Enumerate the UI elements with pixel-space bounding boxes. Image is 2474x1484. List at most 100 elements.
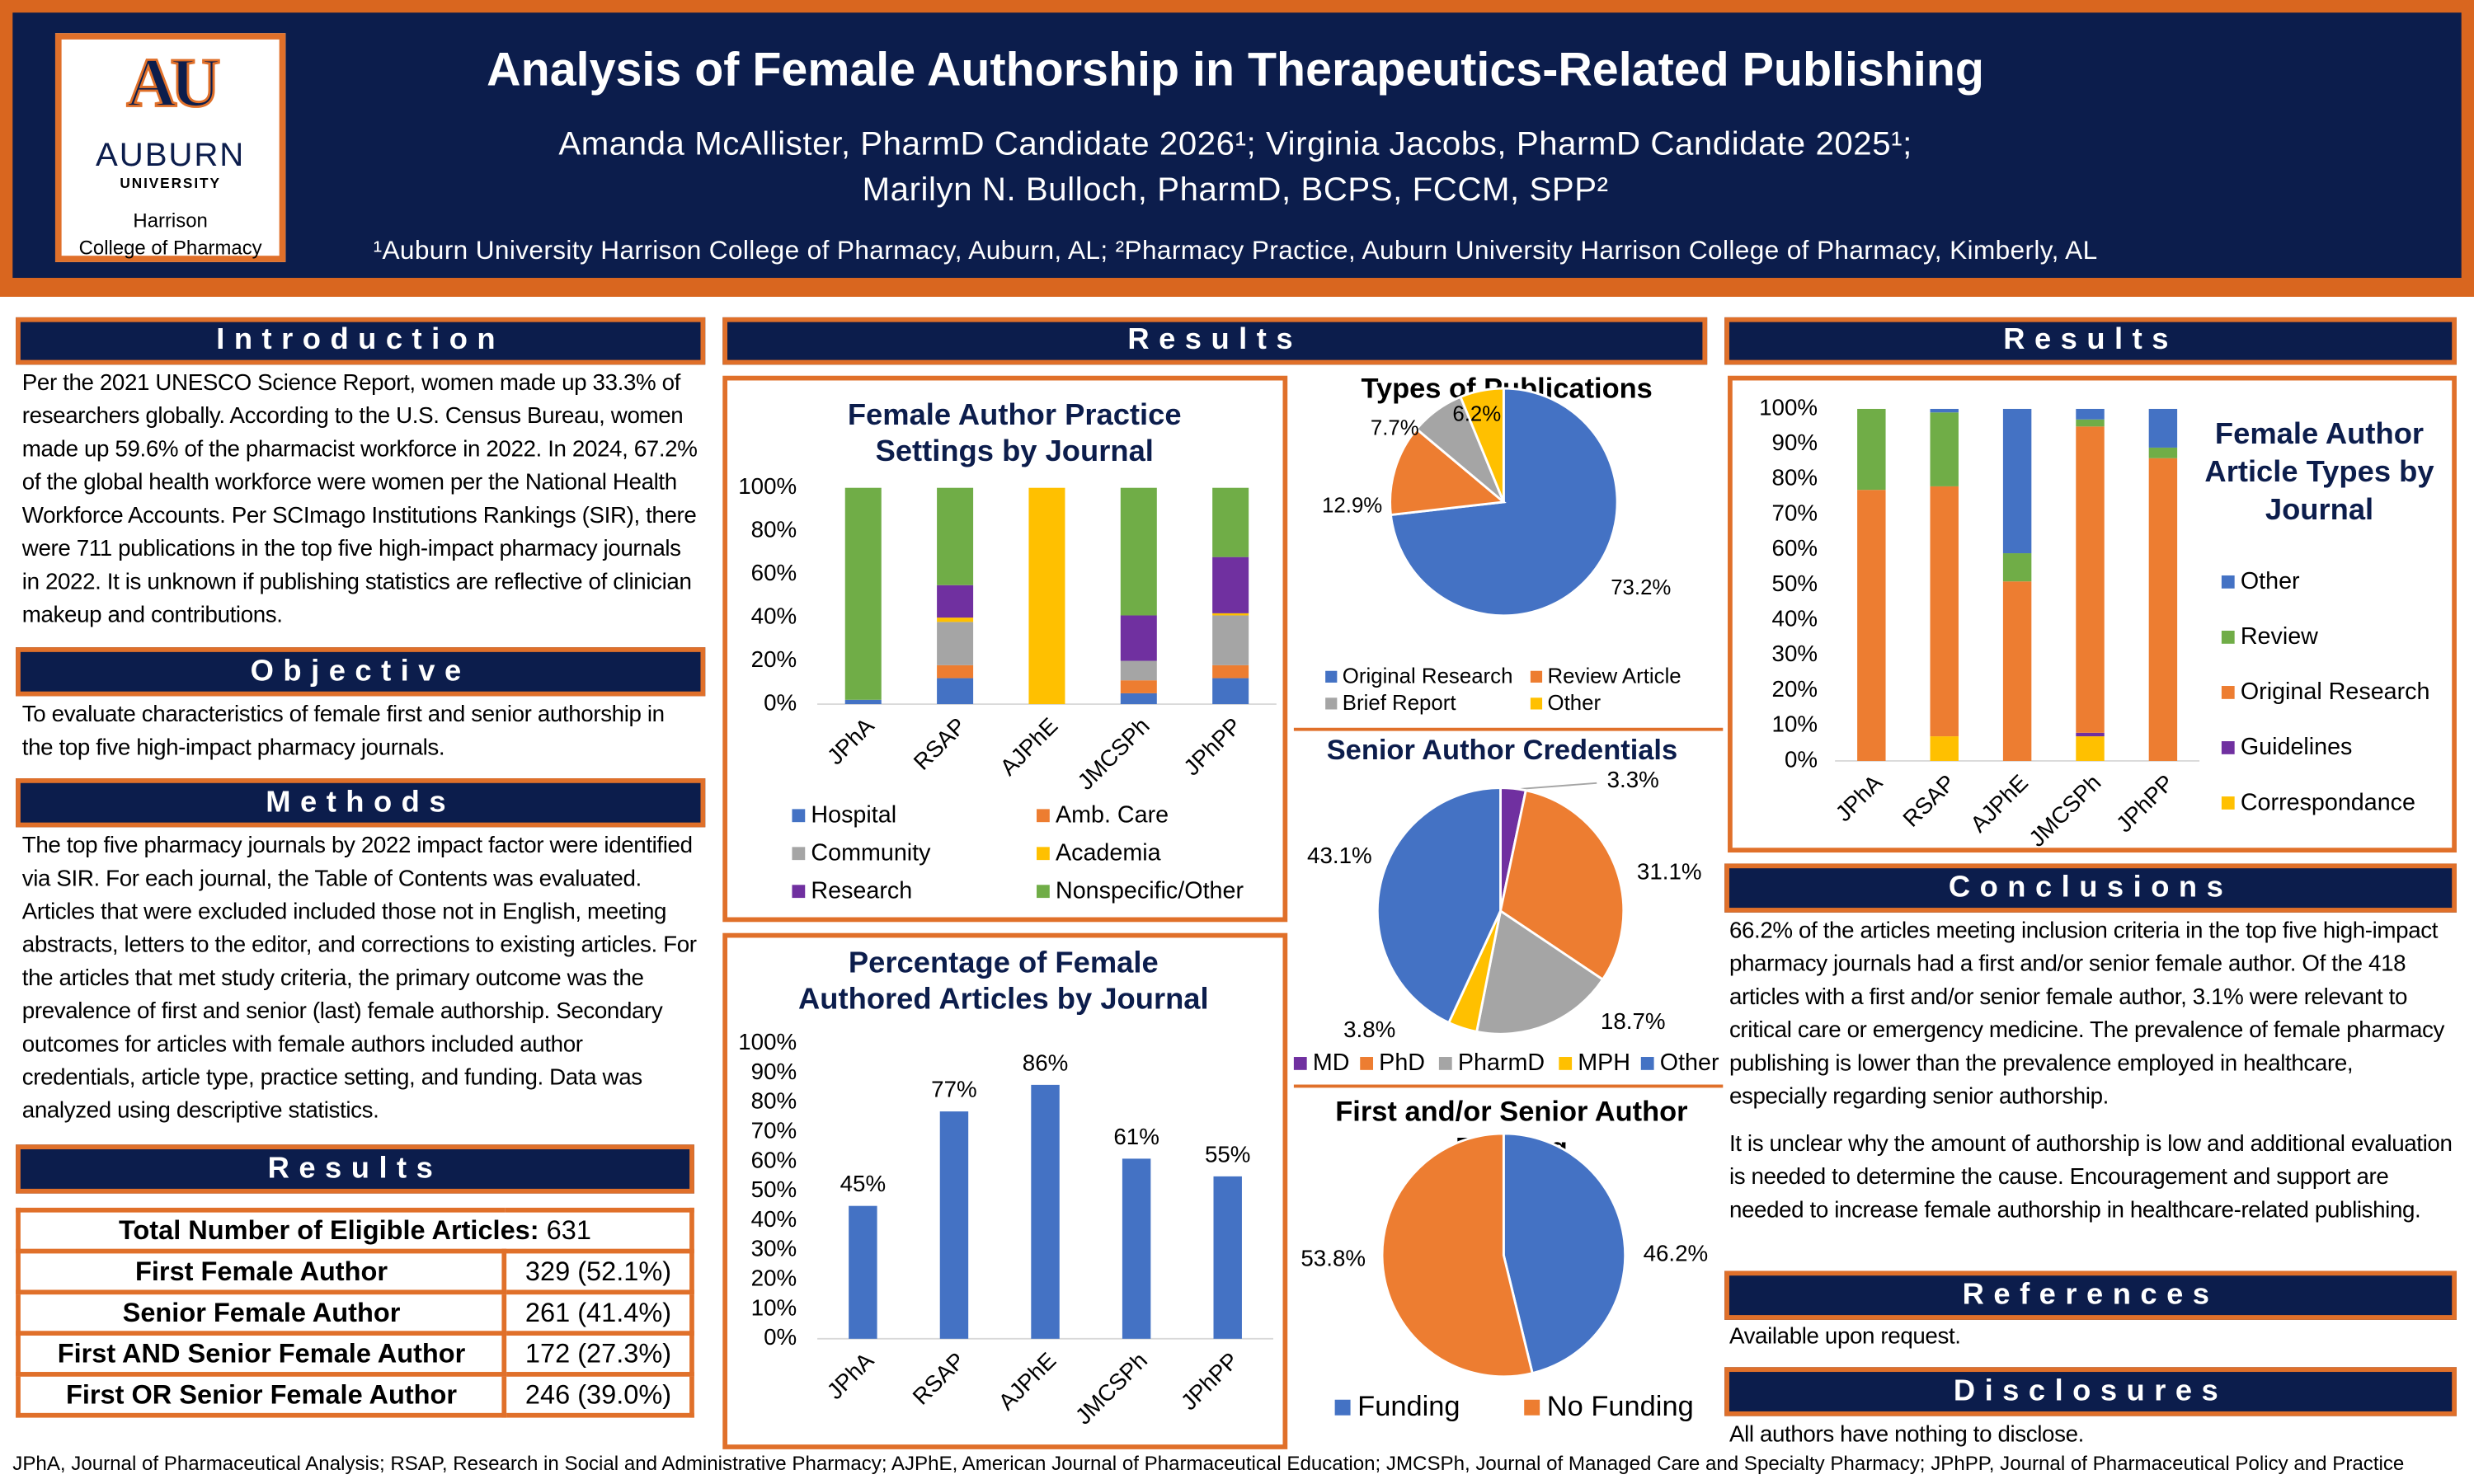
bar [939,1111,969,1339]
legend-label: Original Research [2241,679,2430,705]
bar-segment [2076,732,2105,737]
legend-swatch [1325,670,1338,683]
chart-title: Female Author Article Types by Journal [2204,418,2434,528]
y-tick-label: 80% [1772,465,1818,491]
bar-segment [1212,665,1249,679]
bar-segment [937,622,974,665]
x-tick-label: AJPhE [1965,769,2033,837]
chart-title: Female Author Practice Settings by Journ… [847,399,1182,469]
legend-label: MPH [1578,1050,1630,1076]
bar [849,1205,877,1339]
bar-segment [1212,487,1249,557]
legend-label: Other [2241,568,2300,594]
y-tick-label: 100% [738,473,797,499]
divider [1293,1084,1724,1088]
value-label: 45% [840,1171,887,1196]
header-band [12,12,2462,279]
y-tick-label: 90% [1772,430,1818,455]
legend-swatch [1438,1057,1452,1070]
table-row: Total Number of Eligible Articles: 631 [16,1207,694,1254]
table-cell: Total Number of Eligible Articles: 631 [16,1207,694,1254]
bar-segment [1212,678,1249,705]
bar-segment [2148,458,2178,761]
value-label: 55% [1205,1141,1251,1167]
legend-label: Original Research [1343,665,1513,688]
legend-label: Correspondance [2241,789,2415,815]
value-label: 73.2% [1611,576,1671,599]
y-tick-label: 10% [1772,711,1818,737]
legend-label: Review [2241,623,2318,650]
y-tick-label: 10% [751,1294,797,1320]
table-cell: 329 (52.1%) [502,1248,694,1295]
bar-segment [1120,615,1157,661]
legend-label: Amb. Care [1056,802,1169,829]
legend-swatch [792,847,806,861]
table-cell: First AND Senior Female Author [16,1331,507,1377]
value-label: 77% [931,1077,977,1102]
x-tick-label: JMCSPh [1070,1347,1152,1429]
bar-segment [937,618,974,622]
pie-slice [1459,387,1505,503]
legend-label: Funding [1357,1391,1460,1422]
bar-segment [844,699,882,705]
disclosures-text: All authors have nothing to disclose. [1729,1422,2084,1448]
legend-swatch [2221,741,2235,754]
bar-segment [2076,736,2105,761]
logo-college: Harrison [133,209,208,232]
legend-swatch [2221,575,2235,589]
pie-slice [1389,427,1507,517]
table-cell: 246 (39.0%) [502,1372,694,1418]
bar-segment [2002,581,2032,761]
bar-segment [844,487,882,700]
affiliations: ¹Auburn University Harrison College of P… [373,237,2098,265]
logo-mark: AU [125,43,222,123]
legend-label: PhD [1379,1050,1425,1076]
legend-label: Academia [1056,840,1161,866]
value-label: 46.2% [1644,1241,1709,1266]
logo-college: College of Pharmacy [78,237,262,260]
table-cell: Senior Female Author [16,1289,507,1336]
bar-segment [1930,486,1959,737]
table-cell: 261 (41.4%) [502,1289,694,1336]
legend-swatch [1530,670,1543,683]
y-tick-label: 30% [751,1236,797,1261]
table-cell: First OR Senior Female Author [16,1372,507,1418]
bar-segment [1212,556,1249,613]
y-tick-label: 80% [751,516,797,542]
y-tick-label: 80% [751,1088,797,1114]
bar-segment [2076,426,2105,733]
chart-title: Percentage of Female Authored Articles b… [798,946,1209,1017]
bar-segment [1930,736,1959,761]
y-tick-label: 60% [751,1147,797,1172]
table-cell: First Female Author [16,1248,507,1295]
value-label: 31.1% [1637,858,1702,884]
pie-slice [1498,789,1625,982]
chart-frame [1728,375,2457,853]
section-heading: Results [16,1144,694,1194]
divider [1293,727,1724,731]
bar-segment [2002,553,2032,582]
authors: Marilyn N. Bulloch, PharmD, BCPS, FCCM, … [862,171,1609,209]
y-tick-label: 40% [751,603,797,628]
legend-swatch [1037,809,1050,823]
x-tick-label: JPhA [822,712,879,769]
results-table: Total Number of Eligible Articles: 631 F… [16,1207,694,1418]
y-tick-label: 100% [738,1029,797,1054]
legend-label: PharmD [1458,1050,1545,1076]
x-tick-label: JPhA [822,1347,879,1404]
legend-swatch [1325,697,1338,710]
introduction-text: Per the 2021 UNESCO Science Report, wome… [21,370,698,629]
value-label: 3.3% [1607,767,1659,792]
table-row: First OR Senior Female Author 246 (39.0%) [16,1372,694,1418]
value-label: 43.1% [1307,843,1372,868]
legend-swatch [1037,847,1050,861]
chart-title: Senior Author Credentials [1326,734,1678,766]
legend-label: Review Article [1548,665,1681,688]
legend-swatch [1334,1399,1351,1416]
references-text: Available upon request. [1729,1324,1961,1350]
bar-segment [1028,487,1065,705]
table-row: First Female Author 329 (52.1%) [16,1248,694,1295]
legend-swatch [1640,1057,1654,1070]
